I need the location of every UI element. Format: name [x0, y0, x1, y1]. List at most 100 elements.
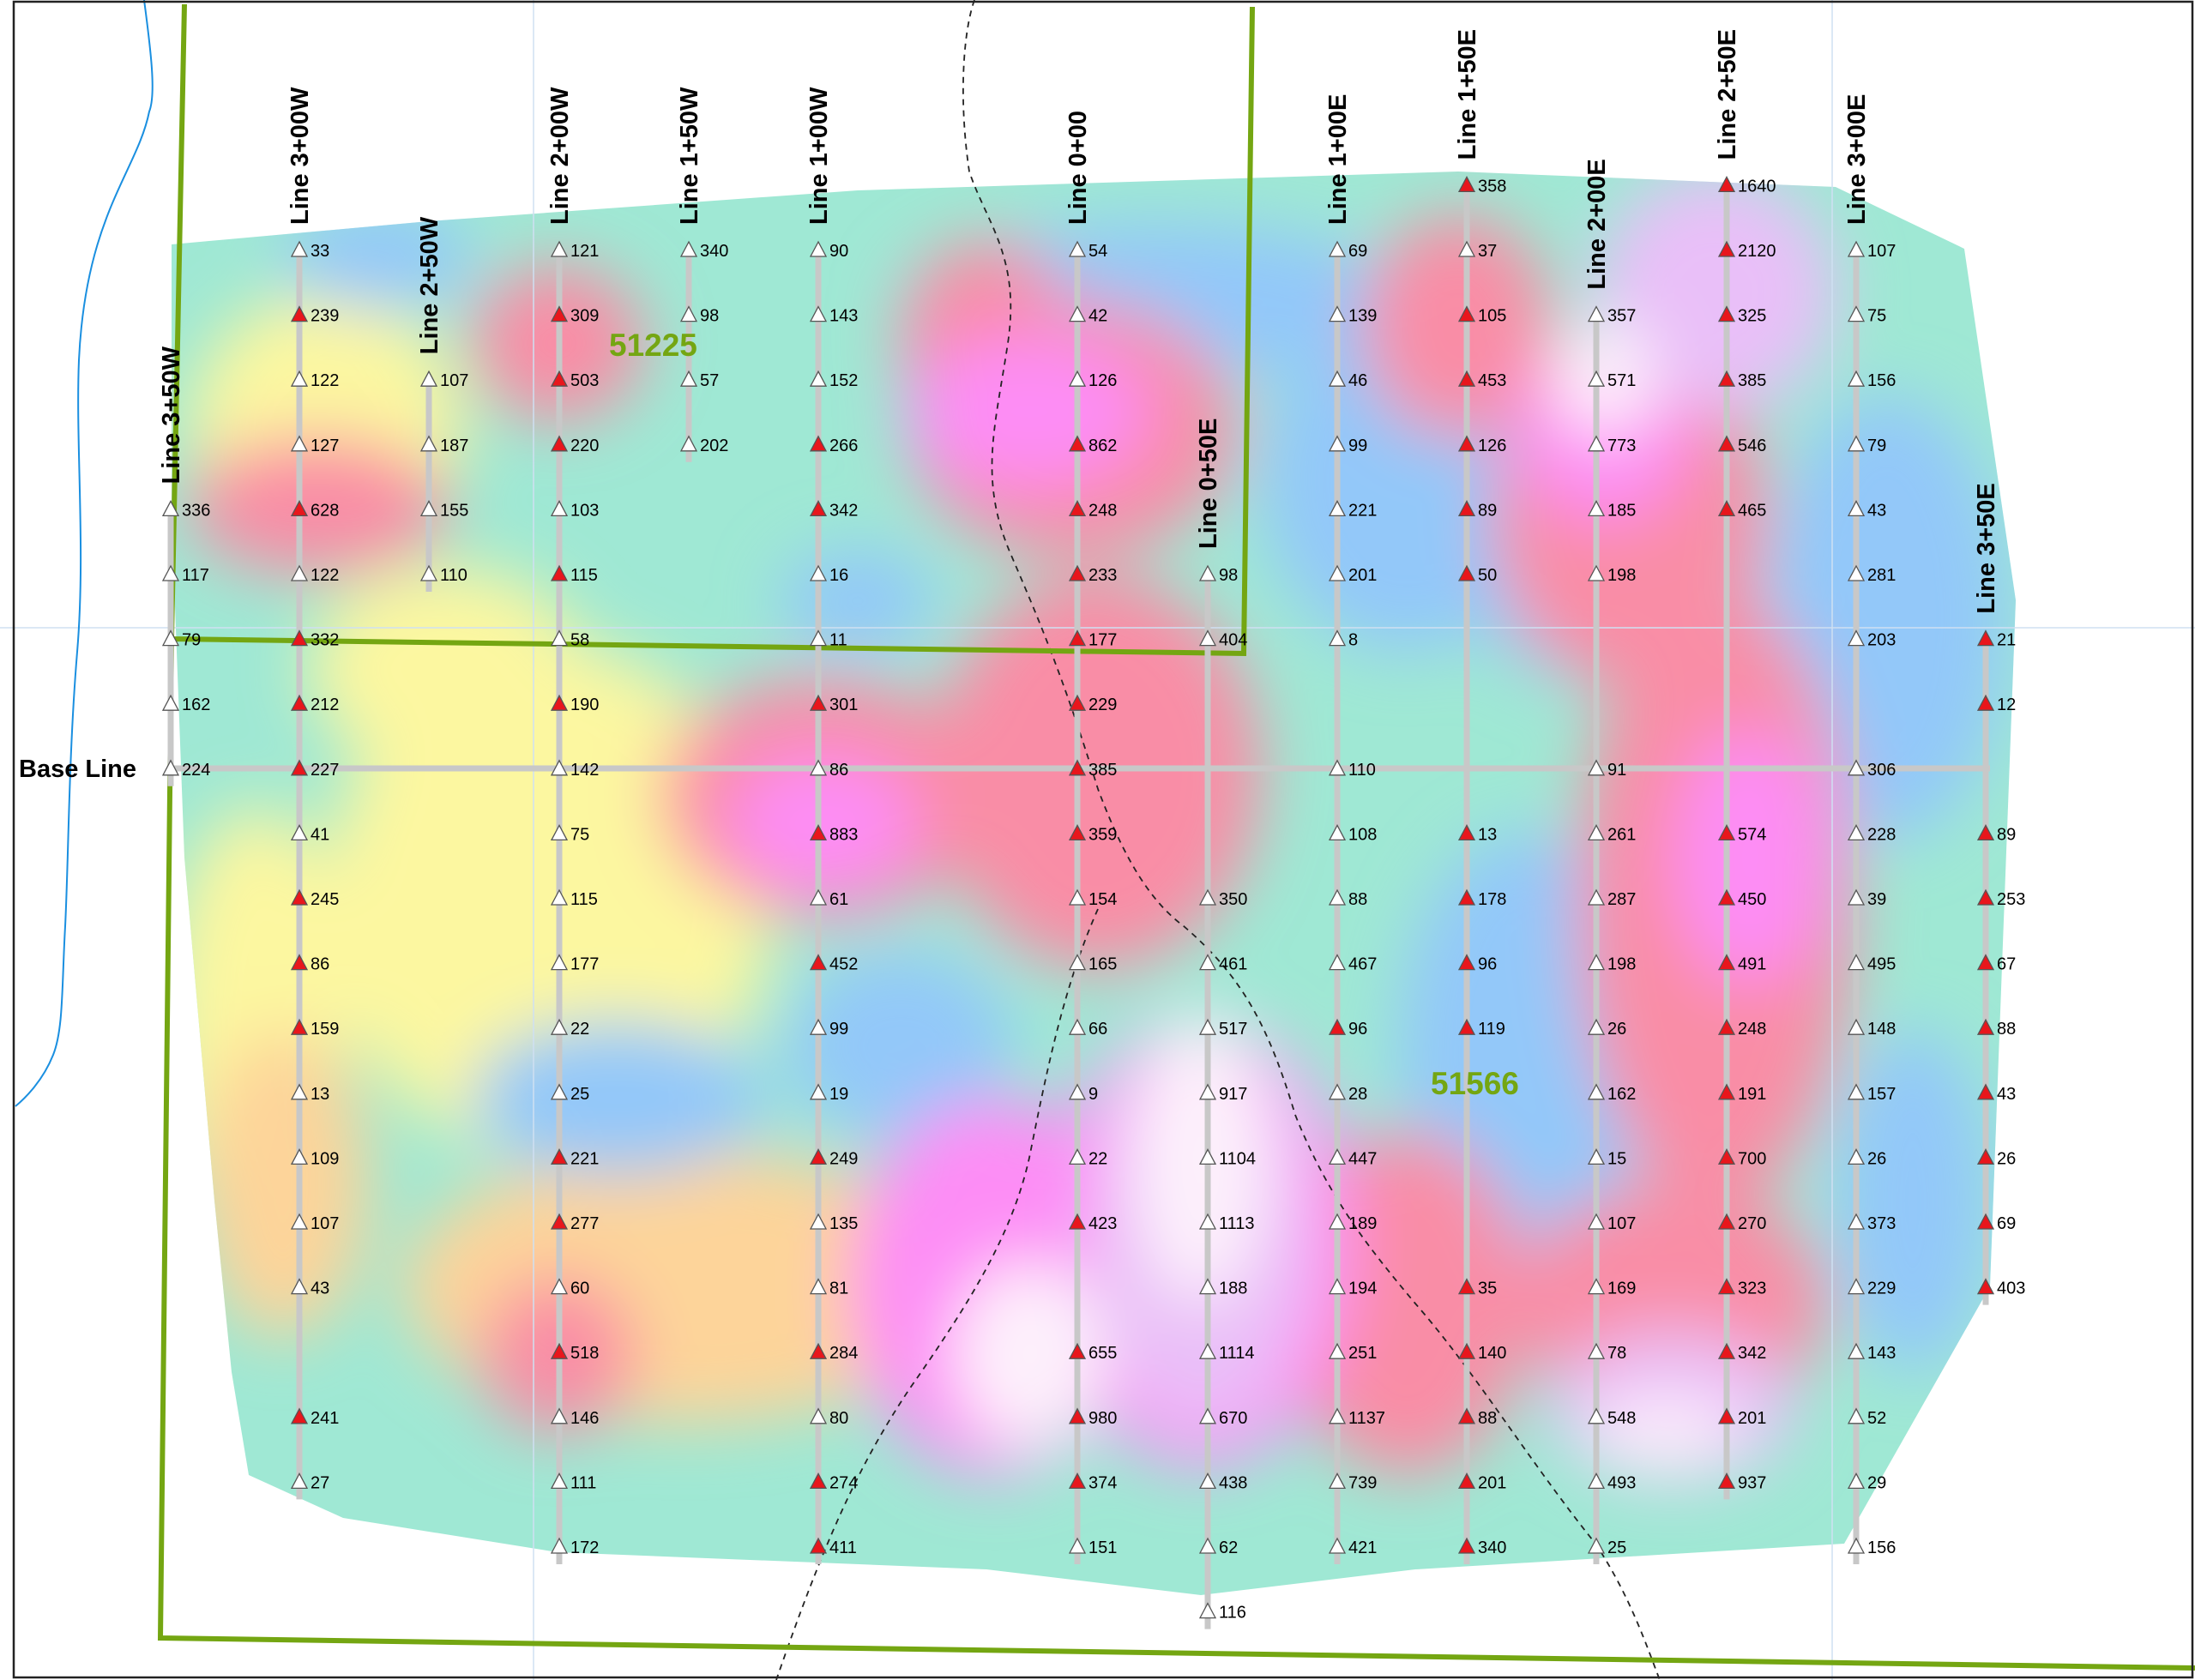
station-value: 253 [1997, 890, 2025, 909]
anomalous-station-marker [1457, 305, 1476, 322]
station-marker [1068, 954, 1087, 971]
station-value: 122 [311, 566, 339, 585]
station-marker [809, 305, 828, 322]
station-value: 107 [1867, 242, 1896, 261]
station-value: 119 [1478, 1020, 1505, 1039]
station-value: 88 [1997, 1020, 2016, 1039]
station-value: 89 [1997, 825, 2016, 844]
station-marker [1198, 1602, 1217, 1619]
station-marker [290, 824, 309, 841]
anomalous-station-marker [1717, 435, 1736, 452]
station-marker [809, 1278, 828, 1295]
station-value: 50 [1478, 566, 1497, 585]
anomalous-station-marker [809, 1472, 828, 1490]
claim-label-51225: 51225 [609, 328, 697, 363]
station-marker [1328, 1148, 1347, 1165]
station-marker [161, 629, 180, 647]
station-value: 43 [311, 1280, 329, 1298]
station-marker [1847, 888, 1866, 906]
station-marker [161, 759, 180, 776]
station-value: 99 [829, 1020, 848, 1039]
station-marker [679, 305, 698, 322]
station-value: 57 [700, 371, 719, 390]
station-value: 342 [829, 501, 858, 520]
anomalous-station-marker [1717, 824, 1736, 841]
anomalous-station-marker [1068, 824, 1087, 841]
station-value: 325 [1738, 307, 1766, 326]
anomalous-station-marker [550, 1213, 569, 1230]
station-value: 266 [829, 437, 858, 455]
station-value: 155 [440, 501, 468, 520]
station-value: 628 [311, 501, 339, 520]
survey-line: Line 0+50E 98 404 350 461 517 917 1104 1113 188 11… [1195, 418, 1256, 1629]
station-marker [1328, 629, 1347, 647]
station-marker [1328, 500, 1347, 517]
anomalous-station-marker [1457, 176, 1476, 193]
station-value: 546 [1738, 437, 1766, 455]
station-value: 221 [1348, 501, 1377, 520]
station-value: 201 [1348, 566, 1377, 585]
anomalous-station-marker [1976, 1083, 1995, 1100]
survey-line: Line 1+00W 90 143 152 266 342 16 11 301 86 883 61 45… [805, 87, 858, 1564]
line-title: Line 2+00W [546, 87, 574, 225]
station-value: 248 [1088, 501, 1117, 520]
station-marker [1198, 1278, 1217, 1295]
station-marker [1457, 240, 1476, 257]
station-marker [1068, 888, 1087, 906]
station-value: 13 [311, 1085, 329, 1104]
station-value: 75 [1867, 307, 1886, 326]
station-marker [1198, 888, 1217, 906]
station-marker [290, 1213, 309, 1230]
station-marker [1328, 1537, 1347, 1554]
station-value: 270 [1738, 1214, 1766, 1233]
station-value: 88 [1478, 1409, 1497, 1428]
station-value: 69 [1997, 1214, 2016, 1233]
station-marker [1198, 1537, 1217, 1554]
station-value: 61 [829, 890, 848, 909]
anomalous-station-marker [809, 435, 828, 452]
anomalous-station-marker [290, 954, 309, 971]
station-marker [1328, 824, 1347, 841]
station-value: 373 [1867, 1214, 1896, 1233]
station-marker [1587, 1472, 1606, 1490]
station-marker [1587, 824, 1606, 841]
station-value: 452 [829, 955, 858, 974]
survey-line: Line 0+005442126862248233177229385359154… [1064, 111, 1117, 1564]
station-value: 89 [1478, 501, 1497, 520]
anomalous-station-marker [1717, 1018, 1736, 1035]
station-marker [161, 564, 180, 581]
station-value: 465 [1738, 501, 1766, 520]
anomalous-station-marker [290, 1407, 309, 1424]
station-value: 203 [1867, 631, 1896, 650]
station-value: 332 [311, 631, 339, 650]
station-value: 8 [1348, 631, 1358, 650]
station-marker [809, 564, 828, 581]
station-marker [679, 435, 698, 452]
anomalous-station-marker [1717, 888, 1736, 906]
station-value: 453 [1478, 371, 1506, 390]
station-value: 110 [1348, 761, 1376, 780]
station-marker [1198, 629, 1217, 647]
survey-line: Line 2+00E 357 571 773 185 198 91 261 287 198 26 16… [1583, 159, 1636, 1564]
anomalous-station-marker [1068, 759, 1087, 776]
station-value: 359 [1088, 825, 1117, 844]
station-marker [550, 1537, 569, 1554]
station-value: 447 [1348, 1149, 1377, 1168]
station-value: 411 [829, 1538, 857, 1557]
station-value: 22 [1088, 1149, 1107, 1168]
anomalous-station-marker [290, 759, 309, 776]
station-value: 107 [1607, 1214, 1636, 1233]
station-marker [1328, 1472, 1347, 1490]
station-marker [1847, 240, 1866, 257]
station-marker [809, 759, 828, 776]
station-marker [1328, 1342, 1347, 1359]
contour-grid [172, 172, 2016, 1595]
station-value: 79 [1867, 437, 1886, 455]
anomalous-station-marker [1976, 824, 1995, 841]
station-marker [1847, 1018, 1866, 1035]
station-value: 350 [1219, 890, 1247, 909]
station-value: 1114 [1219, 1344, 1255, 1363]
station-marker [419, 500, 438, 517]
station-marker [1328, 240, 1347, 257]
station-value: 301 [829, 695, 858, 714]
